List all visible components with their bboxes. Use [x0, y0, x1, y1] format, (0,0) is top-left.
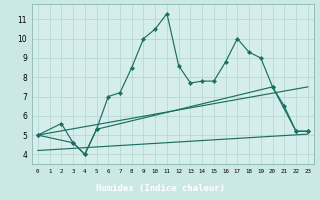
Text: Humidex (Indice chaleur): Humidex (Indice chaleur) — [95, 184, 225, 193]
